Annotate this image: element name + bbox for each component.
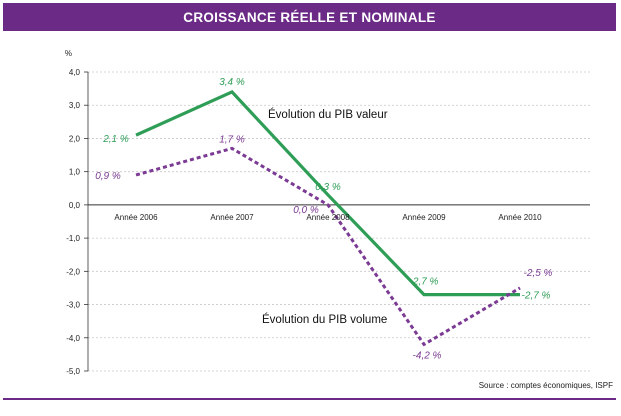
x-category-label: Année 2009 <box>402 213 446 222</box>
data-label: -2,7 % <box>410 277 439 288</box>
x-category-label: Année 2008 <box>306 213 350 222</box>
x-category-label: Année 2010 <box>498 213 542 222</box>
source-note: Source : comptes économiques, ISPF <box>478 381 613 390</box>
y-tick-label: 2,0 <box>69 134 81 143</box>
series-line-valeur <box>135 90 520 297</box>
y-tick-label: -3,0 <box>66 301 80 310</box>
y-tick-label: -4,0 <box>66 334 80 343</box>
y-tick-label: 1,0 <box>69 168 81 177</box>
data-label: 0,9 % <box>95 171 121 182</box>
x-category-label: Année 2006 <box>114 213 158 222</box>
y-tick-label: 4,0 <box>69 68 81 77</box>
y-tick-label: 0,0 <box>69 201 81 210</box>
bottom-rule <box>3 398 616 400</box>
data-label: -2,7 % <box>522 291 551 302</box>
y-tick-label: -5,0 <box>66 367 80 376</box>
data-label: 2,1 % <box>102 134 129 145</box>
data-label: 1,7 % <box>219 134 245 145</box>
y-tick-label: 3,0 <box>69 101 81 110</box>
data-label: -2,5 % <box>524 268 553 279</box>
y-axis-label: % <box>65 49 72 58</box>
x-category-label: Année 2007 <box>210 213 254 222</box>
data-label: 0,0 % <box>293 205 319 216</box>
y-tick-label: -1,0 <box>66 234 80 243</box>
x-category-labels: Année 2006 Année 2007 Année 2008 Année 2009… <box>114 213 542 222</box>
data-label: -4,2 % <box>413 350 442 361</box>
data-label: 3,4 % <box>219 77 245 88</box>
series-line-volume <box>135 146 521 347</box>
y-tick-label: -2,0 <box>66 267 80 276</box>
series-name-valeur: Évolution du PIB valeur <box>268 108 388 121</box>
data-labels: 2,1 % 3,4 % 0,3 % -2,7 % -2,7 % 0,9 % 1,7 % 0,0… <box>95 77 552 361</box>
series-lines <box>135 90 521 347</box>
chart-title: CROISSANCE RÉELLE ET NOMINALE <box>3 3 616 31</box>
data-label: 0,3 % <box>315 182 341 193</box>
y-axis: 4,0 3,0 2,0 1,0 0,0 -1,0 -2,0 -3,0 -4,0 -5,0 <box>66 68 89 376</box>
series-name-volume: Évolution du PIB volume <box>262 313 387 326</box>
